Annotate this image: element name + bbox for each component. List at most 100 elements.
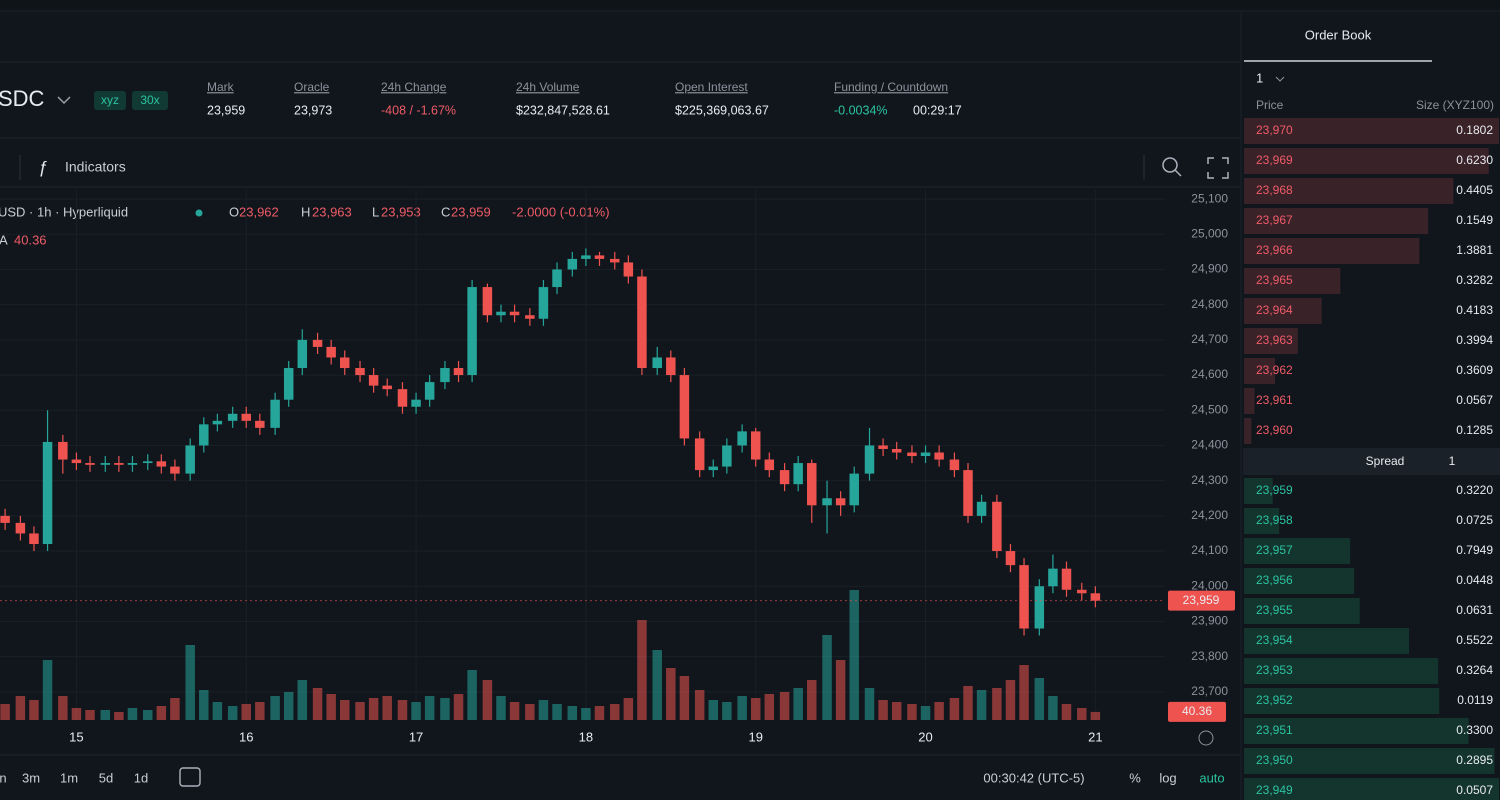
candle-body	[920, 452, 931, 457]
bid-size: 0.0507	[1456, 783, 1493, 797]
bid-depth-bar	[1244, 658, 1439, 684]
plot: 23,700 23,800 23,900 24,000 24,100 24,200 24,3…	[0, 190, 1235, 744]
candle-body	[594, 255, 605, 259]
volume-bar	[340, 700, 350, 720]
volume-bar	[42, 660, 53, 720]
bid-size: 0.5522	[1456, 633, 1493, 647]
candle-body	[29, 533, 39, 545]
ask-price: 23,970	[1256, 123, 1293, 137]
candle-body	[737, 431, 747, 446]
candle-body	[496, 311, 506, 316]
candle-body	[992, 501, 1002, 552]
candle-body	[58, 441, 68, 460]
bid-price: 23,957	[1256, 543, 1293, 557]
candle-body	[509, 311, 520, 316]
candle-body	[976, 501, 987, 516]
volume-bar	[764, 694, 775, 720]
fullscreen-icon[interactable]	[1207, 157, 1229, 179]
legend-close: 23,959	[451, 204, 491, 219]
volume-bar	[227, 706, 238, 720]
legend-c: C	[441, 204, 450, 219]
stat-value: $232,847,528.61	[516, 103, 610, 117]
volume-bar	[283, 692, 294, 720]
candle-body	[440, 368, 450, 383]
candle-body	[15, 522, 26, 534]
volume-bar	[85, 710, 95, 720]
clock: 00:30:42 (UTC-5)	[983, 770, 1084, 785]
order-book-rows: 23,970 0.1802 23,969 0.6230 23,968 0.4405 23,9…	[1244, 118, 1499, 800]
auto-toggle[interactable]: auto	[1199, 770, 1224, 785]
indicators-button[interactable]: Indicators	[65, 159, 126, 175]
volume-bar	[58, 696, 68, 720]
symbol[interactable]: SDC	[0, 86, 45, 111]
spread-label: Spread	[1366, 454, 1405, 468]
candle-body	[1048, 568, 1058, 587]
stat-label: Oracle	[294, 80, 330, 94]
volume-bar	[708, 700, 719, 720]
volume-bar	[127, 708, 138, 720]
badge-bg	[132, 91, 168, 110]
candle-body	[764, 459, 775, 471]
volume-bar	[397, 700, 408, 720]
percent-toggle[interactable]: %	[1129, 770, 1141, 785]
ask-depth-bar	[1244, 268, 1341, 294]
legend-h: H	[301, 204, 310, 219]
log-toggle[interactable]: log	[1159, 770, 1176, 785]
volume-bar	[891, 702, 902, 720]
volume-bar	[509, 702, 520, 720]
order-book-tab[interactable]: Order Book	[1305, 27, 1372, 42]
range-button[interactable]: 5d	[99, 770, 113, 785]
bid-price: 23,958	[1256, 513, 1293, 527]
tick-size[interactable]: 1	[1256, 70, 1263, 85]
ask-size: 0.3282	[1456, 273, 1493, 287]
stat-label: Funding / Countdown	[834, 80, 948, 94]
candle-body	[552, 269, 562, 288]
candle-body	[949, 459, 960, 471]
bid-depth-bar	[1244, 568, 1355, 594]
volume-bar	[666, 668, 676, 720]
size-header: Size (XYZ100)	[1416, 98, 1494, 112]
range-button[interactable]: 1m	[60, 770, 78, 785]
settings-icon[interactable]	[1198, 730, 1214, 746]
y-tick-label: 23,800	[1191, 649, 1228, 663]
volume-bar	[453, 694, 464, 720]
candle-body	[482, 287, 493, 316]
volume-legend-value: 40.36	[14, 232, 47, 247]
volume-bar	[326, 694, 336, 720]
symbol-dropdown[interactable]	[57, 96, 71, 105]
volume-bar	[1077, 708, 1087, 720]
indicators-icon[interactable]: ƒ	[38, 157, 47, 176]
volume-bar	[963, 686, 973, 720]
range-button[interactable]: 3m	[22, 770, 40, 785]
y-tick-label: 24,400	[1191, 438, 1228, 452]
ask-size: 0.3994	[1456, 333, 1493, 347]
volume-bar	[199, 690, 209, 720]
range-button[interactable]: n	[0, 770, 7, 785]
bid-price: 23,954	[1256, 633, 1293, 647]
candle-body	[453, 368, 464, 376]
stat-value: -408 / -1.67%	[381, 103, 456, 117]
candle-body	[1019, 565, 1029, 629]
y-tick-label: 25,100	[1191, 191, 1228, 205]
candle-body	[822, 498, 832, 506]
volume-bar	[594, 706, 605, 720]
candle-body	[114, 463, 124, 465]
zoom-icon[interactable]	[1162, 157, 1178, 173]
range-button[interactable]: 1d	[134, 770, 148, 785]
tick-dropdown[interactable]	[1275, 76, 1285, 82]
volume-bar	[170, 698, 180, 720]
candle-body	[42, 441, 53, 545]
ask-depth-bar	[1244, 208, 1429, 234]
volume-bar	[15, 696, 26, 720]
candle-body	[934, 452, 944, 460]
candle-body	[1005, 551, 1016, 566]
ask-size: 0.6230	[1456, 153, 1493, 167]
candle-body	[666, 357, 676, 376]
bid-price: 23,959	[1256, 483, 1293, 497]
candle-body	[467, 287, 477, 376]
volume-bar	[637, 620, 647, 720]
candle-body	[835, 498, 846, 506]
x-tick-label: 17	[409, 729, 423, 744]
date-range-icon[interactable]	[179, 767, 201, 787]
